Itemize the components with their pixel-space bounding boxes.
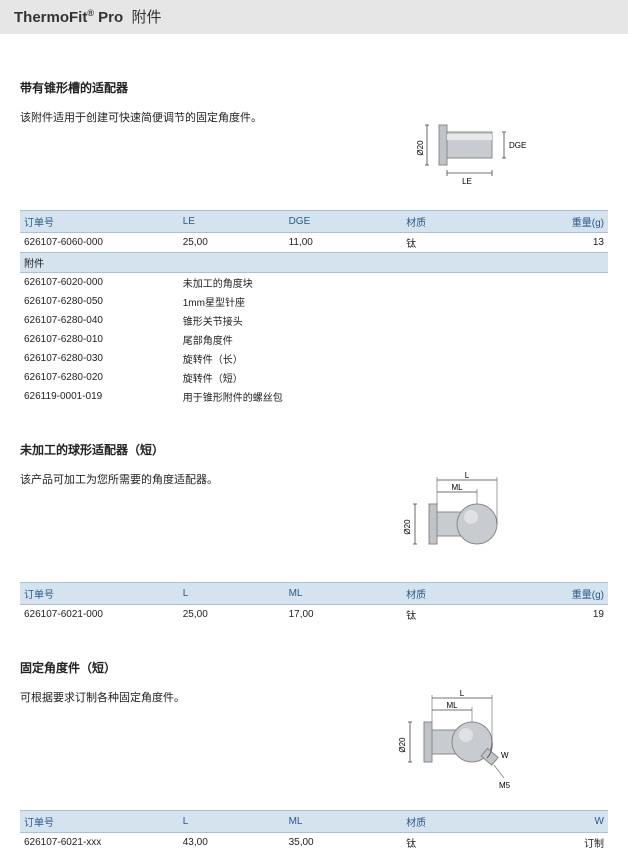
table-header-row: 订单号 L ML 材质 W [20,811,608,833]
col-mat: 材质 [402,211,520,233]
pro: Pro [98,9,123,26]
table-row: 626107-6020-000未加工的角度块 [20,273,608,293]
col-W: W [520,811,608,833]
reg-mark: ® [87,8,94,18]
label-L: L [465,471,470,480]
table-header-row: 订单号 L ML 材质 重量(g) [20,583,608,605]
col-mat: 材质 [402,583,520,605]
diagram-fixed: Ø20 L ML W M5 [340,690,608,800]
label-W: W [501,751,509,760]
diagram-ball: Ø20 L ML [340,472,608,572]
label-dia: Ø20 [403,519,412,535]
col-order: 订单号 [20,211,179,233]
page-title: ThermoFit® Pro 附件 [14,9,162,26]
content-area: 带有锥形槽的适配器 该附件适用于创建可快速简便调节的固定角度件。 Ø20 [0,34,628,852]
table-row: 626107-6280-030旋转件（长） [20,349,608,368]
col-ML: ML [285,583,403,605]
col-L: L [179,583,285,605]
table-row: 626107-6280-040锥形关节接头 [20,311,608,330]
table-cone: 订单号 LE DGE 材质 重量(g) 626107-6060-000 25,0… [20,210,608,406]
label-ML: ML [446,701,458,710]
sub-header-row: 附件 [20,253,608,273]
label-L: L [460,689,465,698]
diagram-cone: Ø20 DGE LE [340,110,608,190]
page-title-bar: ThermoFit® Pro 附件 [0,0,628,34]
table-row: 626119-0001-019用于锥形附件的螺丝包 [20,387,608,406]
table-row: 626107-6280-010尾部角度件 [20,330,608,349]
section-desc: 可根据要求订制各种固定角度件。 [20,690,320,708]
col-L: L [179,811,285,833]
col-dge: DGE [285,211,403,233]
section-fixed-angle: 固定角度件（短） 可根据要求订制各种固定角度件。 [20,659,608,852]
section-desc: 该产品可加工为您所需要的角度适配器。 [20,472,320,490]
col-weight: 重量(g) [520,211,608,233]
section-title: 固定角度件（短） [20,659,608,676]
table-row: 626107-6280-0501mm星型针座 [20,292,608,311]
col-weight: 重量(g) [520,583,608,605]
section-desc: 该附件适用于创建可快速简便调节的固定角度件。 [20,110,320,128]
label-thread: M5 [499,781,511,790]
section-ball-adapter: 未加工的球形适配器（短） 该产品可加工为您所需要的角度适配器。 Ø20 [20,441,608,624]
section-cone-adapter: 带有锥形槽的适配器 该附件适用于创建可快速简便调节的固定角度件。 Ø20 [20,79,608,406]
table-row: 626107-6280-020旋转件（短） [20,368,608,387]
section-title: 未加工的球形适配器（短） [20,441,608,458]
col-ML: ML [285,811,403,833]
section-title: 带有锥形槽的适配器 [20,79,608,96]
label-le: LE [462,177,472,186]
table-row: 626107-6021-000 25,00 17,00 钛 19 [20,605,608,625]
col-mat: 材质 [402,811,520,833]
brand: ThermoFit [14,9,87,26]
label-ML: ML [451,483,463,492]
table-row: 626107-6021-xxx 43,00 35,00 钛 订制 [20,833,608,852]
col-le: LE [179,211,285,233]
table-row: 626107-6060-000 25,00 11,00 钛 13 [20,233,608,253]
col-order: 订单号 [20,811,179,833]
label-dia: Ø20 [416,140,425,156]
table-header-row: 订单号 LE DGE 材质 重量(g) [20,211,608,233]
label-dge: DGE [509,141,526,150]
title-suffix: 附件 [132,9,162,26]
table-fixed: 订单号 L ML 材质 W 626107-6021-xxx 43,00 35,0… [20,810,608,852]
col-order: 订单号 [20,583,179,605]
label-dia: Ø20 [398,737,407,753]
table-ball: 订单号 L ML 材质 重量(g) 626107-6021-000 25,00 … [20,582,608,624]
